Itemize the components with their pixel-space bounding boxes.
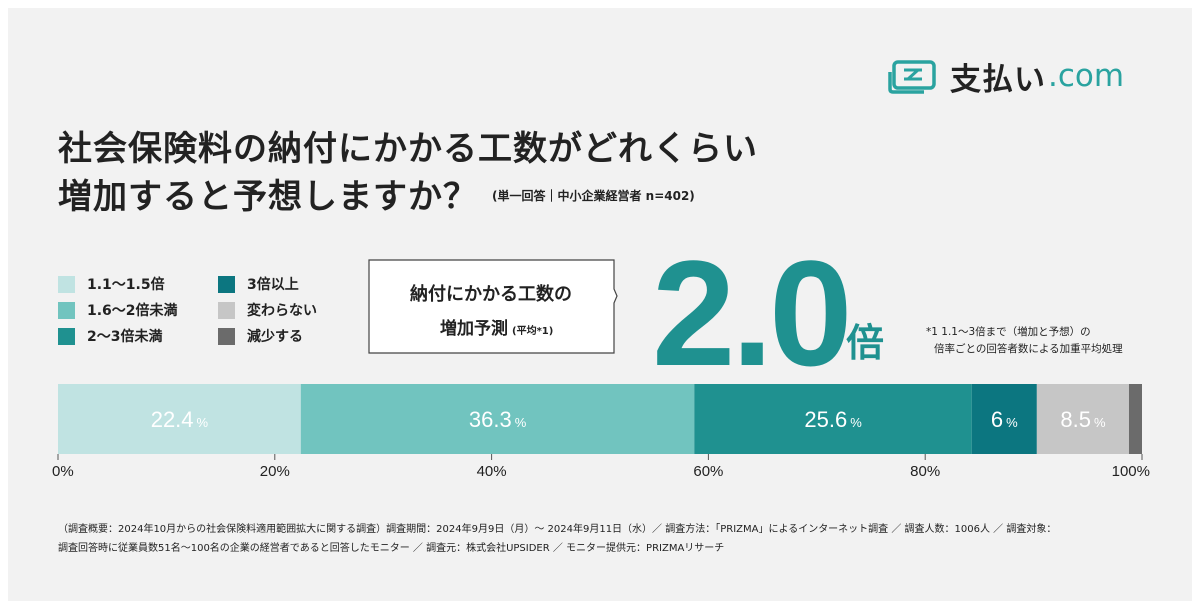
callout-line-2: 増加予測 (平均*1) bbox=[440, 314, 553, 339]
footnote: *1 1.1〜3倍まで（増加と予想）の 倍率ごとの回答者数による加重平均処理 bbox=[926, 324, 1123, 358]
highlight-unit: 倍 bbox=[846, 321, 885, 365]
callout-box: 納付にかかる工数の 増加予測 (平均*1) bbox=[368, 259, 618, 354]
legend-swatch bbox=[58, 327, 75, 345]
legend-label: 1.6〜2倍未満 bbox=[87, 303, 178, 319]
callout-line-1: 納付にかかる工数の bbox=[410, 284, 572, 305]
legend-swatch bbox=[218, 327, 235, 345]
tick-label: 0% bbox=[52, 463, 74, 480]
title-line-2-text: 増加すると予想しますか？ bbox=[58, 177, 478, 217]
legend-item: 1.1〜1.5倍 bbox=[58, 274, 218, 294]
highlight-value: 2.0 bbox=[652, 229, 853, 397]
legend-item: 1.6〜2倍未満 bbox=[58, 300, 218, 320]
bar-label: 36.3% bbox=[469, 407, 527, 432]
bar-label: 6% bbox=[991, 407, 1018, 432]
survey-line-1: （調査概要：2024年10月からの社会保険料適用範囲拡大に関する調査）調査期間：… bbox=[58, 524, 1057, 535]
brand-domain: .com bbox=[1048, 58, 1125, 94]
legend-swatch bbox=[218, 275, 235, 293]
legend-item: 3倍以上 bbox=[218, 274, 358, 294]
tick-label: 80% bbox=[910, 463, 940, 480]
legend: 1.1〜1.5倍 3倍以上 1.6〜2倍未満 変わらない 2〜3倍未満 減少する bbox=[58, 274, 358, 346]
callout-note: (平均*1) bbox=[512, 326, 554, 337]
legend-swatch bbox=[58, 301, 75, 319]
survey-line-2: 調査回答時に従業員数51名〜100名の企業の経営者であると回答したモニター ／ … bbox=[58, 543, 725, 554]
tick-label: 40% bbox=[477, 463, 507, 480]
brand-name: 支払い bbox=[950, 61, 1046, 98]
legend-item: 減少する bbox=[218, 326, 358, 346]
title-line-2: 増加すると予想しますか？ (単一回答｜中小企業経営者 n=402) bbox=[58, 173, 758, 221]
callout-shape bbox=[368, 259, 618, 354]
bar-segment bbox=[58, 384, 301, 454]
payment-card-icon bbox=[888, 60, 936, 94]
tick-label: 100% bbox=[1112, 463, 1150, 480]
bar-segment bbox=[971, 384, 1037, 454]
legend-label: 減少する bbox=[247, 329, 303, 345]
callout-line-2-text: 増加予測 bbox=[440, 319, 508, 339]
bar-segment bbox=[1128, 384, 1142, 454]
legend-label: 2〜3倍未満 bbox=[87, 329, 163, 345]
brand-logo: 支払い .com bbox=[888, 56, 1125, 98]
title-line-1: 社会保険料の納付にかかる工数がどれくらい bbox=[58, 129, 758, 169]
bar-label: 8.5% bbox=[1060, 407, 1106, 432]
legend-item: 2〜3倍未満 bbox=[58, 326, 218, 346]
tick-label: 60% bbox=[693, 463, 723, 480]
bar-label: 22.4% bbox=[151, 407, 209, 432]
footnote-line-2: 倍率ごとの回答者数による加重平均処理 bbox=[934, 343, 1123, 355]
legend-item: 変わらない bbox=[218, 300, 358, 320]
legend-label: 3倍以上 bbox=[247, 277, 299, 293]
survey-info: （調査概要：2024年10月からの社会保険料適用範囲拡大に関する調査）調査期間：… bbox=[58, 520, 1158, 558]
legend-label: 1.1〜1.5倍 bbox=[87, 277, 165, 293]
bar-segment bbox=[694, 384, 972, 454]
legend-swatch bbox=[218, 301, 235, 319]
bar-label: 25.6% bbox=[804, 407, 862, 432]
legend-label: 変わらない bbox=[247, 303, 317, 319]
bar-segment bbox=[1036, 384, 1129, 454]
tick-label: 20% bbox=[260, 463, 290, 480]
title-note: (単一回答｜中小企業経営者 n=402) bbox=[492, 189, 695, 203]
bar-segment bbox=[300, 384, 695, 454]
footnote-line-1: *1 1.1〜3倍まで（増加と予想）の bbox=[926, 326, 1091, 338]
chart-title: 社会保険料の納付にかかる工数がどれくらい 増加すると予想しますか？ (単一回答｜中… bbox=[58, 126, 758, 221]
legend-swatch bbox=[58, 275, 75, 293]
